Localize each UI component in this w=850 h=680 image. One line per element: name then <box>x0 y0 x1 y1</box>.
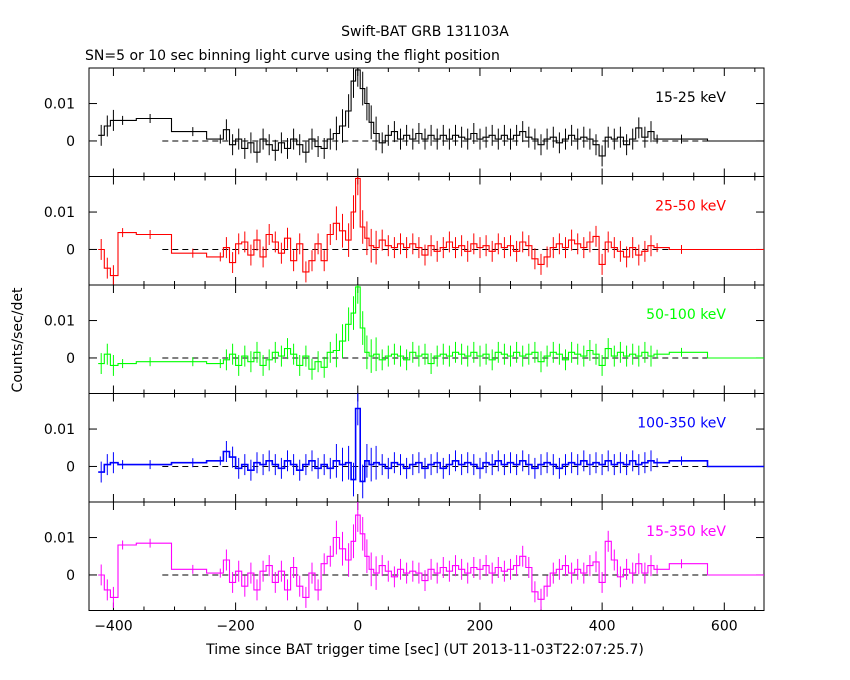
series-4 <box>98 393 764 499</box>
panel-frame <box>88 284 765 394</box>
y-tick-label: 0.01 <box>44 97 75 113</box>
panel-4: 0 0.01 100-350 keV <box>44 393 765 503</box>
y-tick-label: 0 <box>66 568 75 584</box>
y-tick-label: 0.01 <box>44 531 75 547</box>
step-line <box>98 514 764 600</box>
y-tick-label: 0 <box>66 242 75 258</box>
panel-1: 0 0.01 15-25 keV <box>44 67 765 177</box>
band-label: 25-50 keV <box>655 199 726 215</box>
step-line <box>98 69 764 157</box>
panel-3: 0 0.01 50-100 keV <box>44 284 765 394</box>
y-axis-label: Counts/sec/det <box>10 287 26 392</box>
chart-subtitle: SN=5 or 10 sec binning light curve using… <box>85 48 500 64</box>
chart-title: Swift-BAT GRB 131103A <box>341 24 509 40</box>
y-tick-label: 0.01 <box>44 422 75 438</box>
panels-group: 0 0.01 15-25 keV 0 0.01 25-50 keV 0 0.01 50-100 … <box>44 67 765 635</box>
series-2 <box>98 176 764 285</box>
x-tick-label: 200 <box>467 619 494 635</box>
panel-frame <box>88 176 765 286</box>
y-tick-label: 0.01 <box>44 205 75 221</box>
panel-2: 0 0.01 25-50 keV <box>44 176 765 286</box>
x-tick-label: −400 <box>94 619 132 635</box>
panel-frame <box>88 67 765 177</box>
panel-frame <box>88 393 765 503</box>
band-label: 100-350 keV <box>637 416 726 432</box>
y-tick-label: 0 <box>66 351 75 367</box>
x-tick-label: 600 <box>711 619 738 635</box>
series-5 <box>98 502 764 610</box>
panel-5: 0 0.01 15-350 keV <box>44 501 765 611</box>
step-line <box>98 286 764 370</box>
x-tick-label: −200 <box>216 619 254 635</box>
step-line <box>98 177 764 277</box>
band-label: 15-25 keV <box>655 90 726 106</box>
x-tick-label: 400 <box>589 619 616 635</box>
band-label: 50-100 keV <box>646 307 726 323</box>
band-label: 15-350 keV <box>646 524 726 540</box>
x-axis-label: Time since BAT trigger time [sec] (UT 20… <box>205 642 644 658</box>
series-3 <box>98 285 764 380</box>
y-tick-label: 0 <box>66 459 75 475</box>
series-1 <box>98 68 764 167</box>
y-tick-label: 0.01 <box>44 314 75 330</box>
step-line <box>98 407 764 483</box>
x-tick-label: 0 <box>353 619 362 635</box>
panel-frame <box>88 501 765 611</box>
y-tick-label: 0 <box>66 134 75 150</box>
